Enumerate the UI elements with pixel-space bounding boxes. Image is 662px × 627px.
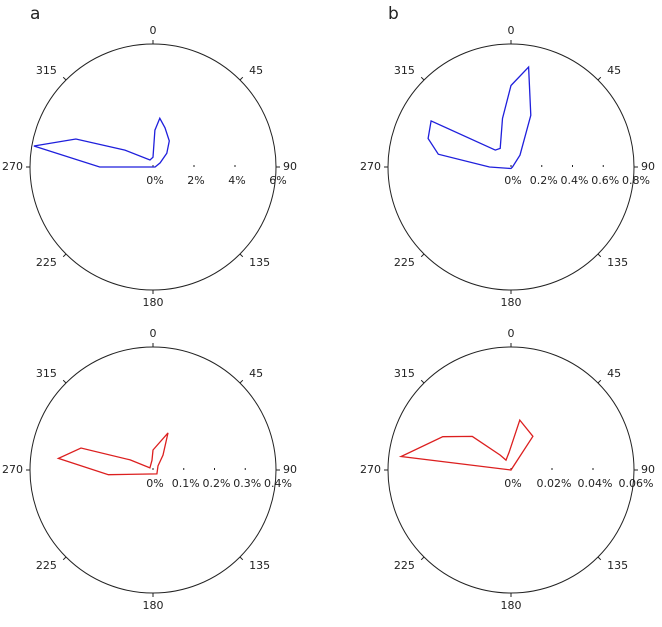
- panel-label: b: [388, 4, 399, 24]
- r-tick-label: 0.06%: [619, 477, 654, 490]
- theta-tick-label: 315: [36, 367, 57, 380]
- theta-tick-label: 180: [143, 296, 164, 309]
- panel-label: a: [30, 4, 40, 24]
- theta-tick-label: 45: [607, 64, 621, 77]
- r-tick-label: 0.4%: [561, 174, 589, 187]
- theta-tick: [597, 556, 602, 561]
- theta-tick: [420, 76, 425, 81]
- theta-tick: [597, 76, 602, 81]
- r-tick-label: 0%: [504, 174, 521, 187]
- theta-tick-label: 135: [249, 559, 270, 572]
- theta-tick-label: 315: [394, 64, 415, 77]
- theta-tick: [239, 556, 244, 561]
- r-tick-label: 2%: [187, 174, 204, 187]
- theta-tick: [62, 556, 67, 561]
- r-tick-label: 0.6%: [591, 174, 619, 187]
- theta-tick-label: 225: [36, 559, 57, 572]
- theta-tick-label: 90: [283, 160, 297, 173]
- r-tick-label: 0.4%: [264, 477, 292, 490]
- theta-tick-label: 0: [508, 327, 515, 340]
- theta-tick: [62, 253, 67, 258]
- r-tick-label: 0%: [146, 174, 163, 187]
- theta-tick-label: 180: [143, 599, 164, 612]
- theta-tick-label: 45: [249, 64, 263, 77]
- theta-tick-label: 270: [360, 160, 381, 173]
- r-tick-label: 0.2%: [203, 477, 231, 490]
- theta-tick: [597, 379, 602, 384]
- r-tick-label: 0.02%: [537, 477, 572, 490]
- r-tick-label: 0.2%: [530, 174, 558, 187]
- theta-tick-label: 180: [501, 296, 522, 309]
- r-tick-label: 0.3%: [233, 477, 261, 490]
- theta-tick-label: 315: [394, 367, 415, 380]
- polar-line: [427, 65, 532, 170]
- theta-tick: [239, 379, 244, 384]
- theta-tick-label: 0: [150, 24, 157, 37]
- theta-tick-label: 45: [249, 367, 263, 380]
- theta-tick-label: 270: [360, 463, 381, 476]
- polar-line: [56, 432, 169, 476]
- r-tick-label: 0%: [146, 477, 163, 490]
- theta-tick: [239, 253, 244, 258]
- theta-tick-label: 135: [249, 256, 270, 269]
- theta-tick-label: 225: [394, 256, 415, 269]
- polar-line: [33, 116, 170, 168]
- polar-line: [398, 418, 534, 471]
- theta-tick: [420, 379, 425, 384]
- theta-tick-label: 90: [641, 160, 655, 173]
- theta-tick: [62, 379, 67, 384]
- theta-tick-label: 225: [36, 256, 57, 269]
- theta-tick-label: 90: [641, 463, 655, 476]
- theta-tick-label: 270: [2, 160, 23, 173]
- theta-tick-label: 135: [607, 256, 628, 269]
- r-tick-label: 6%: [269, 174, 286, 187]
- theta-tick-label: 135: [607, 559, 628, 572]
- theta-tick: [420, 556, 425, 561]
- theta-tick: [62, 76, 67, 81]
- theta-tick-label: 0: [508, 24, 515, 37]
- theta-tick: [239, 76, 244, 81]
- theta-tick-label: 90: [283, 463, 297, 476]
- r-tick-label: 0.04%: [578, 477, 613, 490]
- theta-tick-label: 0: [150, 327, 157, 340]
- r-tick-label: 4%: [228, 174, 245, 187]
- r-tick-label: 0.8%: [622, 174, 650, 187]
- theta-tick-label: 225: [394, 559, 415, 572]
- theta-tick-label: 180: [501, 599, 522, 612]
- theta-tick: [420, 253, 425, 258]
- theta-tick-label: 45: [607, 367, 621, 380]
- r-tick-label: 0.1%: [172, 477, 200, 490]
- theta-tick: [597, 253, 602, 258]
- theta-tick-label: 315: [36, 64, 57, 77]
- r-tick-label: 0%: [504, 477, 521, 490]
- theta-tick-label: 270: [2, 463, 23, 476]
